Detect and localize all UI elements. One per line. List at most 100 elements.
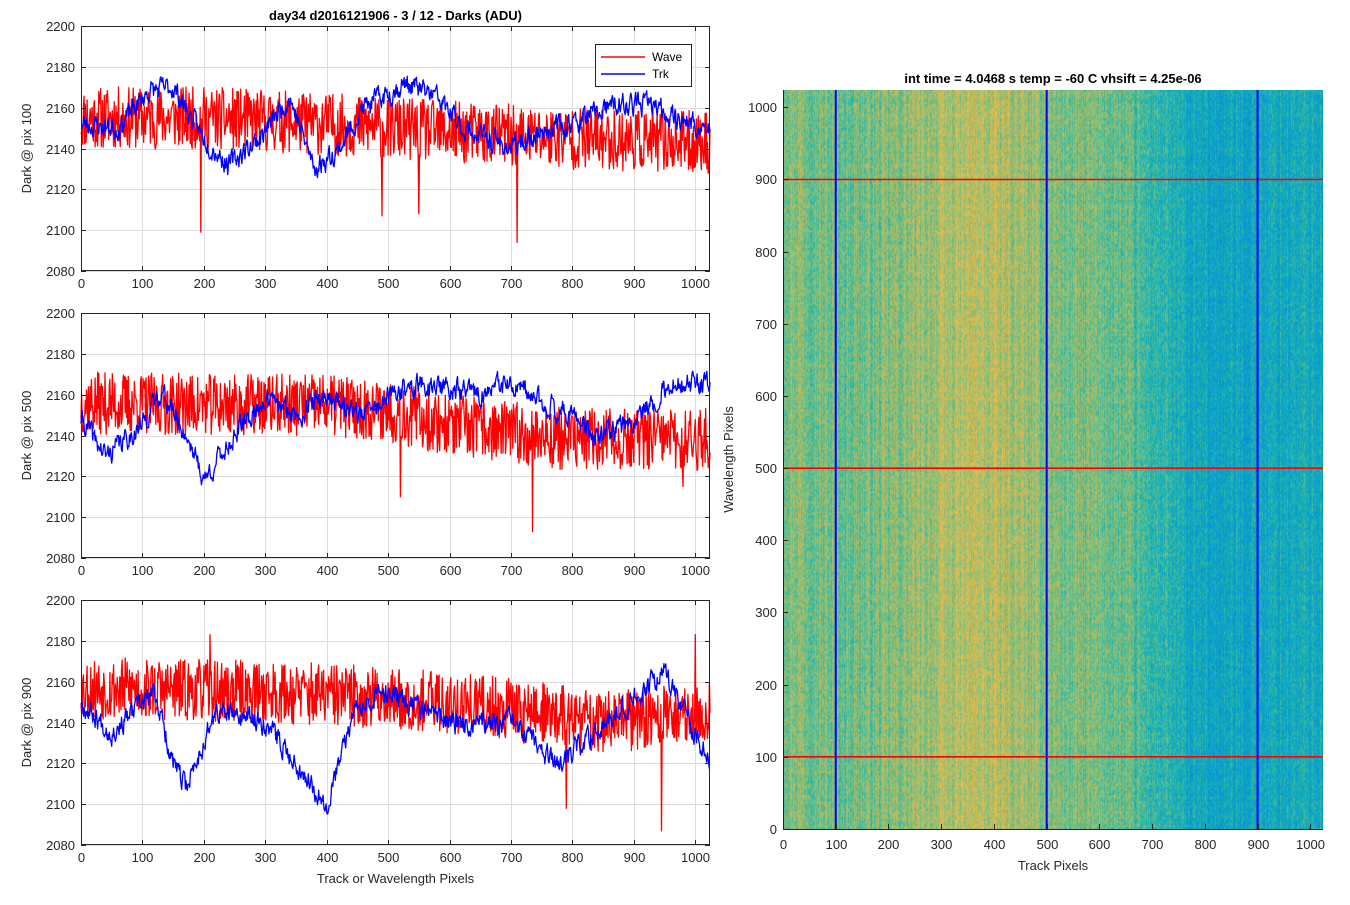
- x-tick-label: 1000: [681, 276, 710, 291]
- y-tick-label: 2160: [46, 101, 75, 116]
- y-tick-label: 2200: [46, 19, 75, 34]
- line-chart-2: 0 100 200 300 400 500 600 700 800 900 1000 2080 2100…: [19, 306, 711, 578]
- ticks: [81, 313, 710, 559]
- y-tick-label: 1000: [748, 100, 777, 115]
- x-tick-label: 700: [1142, 837, 1164, 852]
- x-tick-label: 700: [501, 850, 523, 865]
- y-tick-label: 400: [755, 533, 777, 548]
- x-tick-label: 400: [317, 276, 339, 291]
- ticks: [81, 26, 710, 272]
- y-tick-label: 2100: [46, 223, 75, 238]
- y-tick-label: 2100: [46, 797, 75, 812]
- x-tick-label: 100: [132, 276, 154, 291]
- x-tick-label: 0: [78, 850, 85, 865]
- x-tick-label: 600: [440, 563, 462, 578]
- x-tick-label: 700: [501, 276, 523, 291]
- chart-title: day34 d2016121906 - 3 / 12 - Darks (ADU): [269, 8, 522, 23]
- y-tick-label: 2080: [46, 838, 75, 853]
- y-axis-label: Dark @ pix 900: [19, 678, 34, 768]
- y-tick-label: 2080: [46, 551, 75, 566]
- y-tick-label: 500: [755, 461, 777, 476]
- x-axis-label: Track Pixels: [1018, 858, 1089, 873]
- series-trk-line: [80, 370, 711, 486]
- series-trk-line: [80, 75, 711, 179]
- x-tick-label: 700: [501, 563, 523, 578]
- x-tick-label: 400: [317, 563, 339, 578]
- y-tick-label: 2140: [46, 142, 75, 157]
- y-tick-label: 2180: [46, 634, 75, 649]
- y-tick-label: 2140: [46, 716, 75, 731]
- x-tick-label: 800: [562, 850, 584, 865]
- legend-box: [595, 44, 692, 87]
- y-tick-label: 2180: [46, 60, 75, 75]
- x-tick-label: 500: [1037, 837, 1059, 852]
- x-tick-label: 500: [378, 276, 400, 291]
- x-tick-label: 200: [194, 276, 216, 291]
- x-tick-label: 900: [624, 563, 646, 578]
- x-tick-label: 800: [562, 276, 584, 291]
- y-tick-label: 2120: [46, 469, 75, 484]
- x-tick-label: 200: [194, 563, 216, 578]
- x-tick-label: 1000: [1296, 837, 1325, 852]
- y-tick-label: 2180: [46, 347, 75, 362]
- x-tick-label: 0: [780, 837, 787, 852]
- y-tick-label: 2080: [46, 264, 75, 279]
- x-tick-label: 0: [78, 276, 85, 291]
- y-tick-label: 600: [755, 389, 777, 404]
- x-tick-label: 300: [255, 276, 277, 291]
- y-tick-label: 2200: [46, 593, 75, 608]
- x-tick-label: 500: [378, 563, 400, 578]
- axes-frame: [81, 600, 710, 845]
- y-tick-label: 200: [755, 678, 777, 693]
- y-tick-label: 2120: [46, 182, 75, 197]
- ticks: [81, 600, 710, 846]
- line-chart-1: 0 100 200 300 400 500 600 700 800 900 1000 2080 2100…: [19, 8, 711, 291]
- y-tick-label: 100: [755, 750, 777, 765]
- series-wave-line: [80, 371, 711, 533]
- axes-frame: [81, 313, 710, 558]
- x-tick-label: 200: [878, 837, 900, 852]
- y-tick-label: 2140: [46, 429, 75, 444]
- y-axis-label: Dark @ pix 500: [19, 391, 34, 481]
- x-tick-label: 200: [194, 850, 216, 865]
- x-axis-label: Track or Wavelength Pixels: [317, 871, 475, 886]
- heatmap-image: [783, 90, 1323, 829]
- y-tick-label: 300: [755, 605, 777, 620]
- y-tick-label: 800: [755, 245, 777, 260]
- y-tick-label: 0: [770, 822, 777, 837]
- x-tick-label: 600: [1089, 837, 1111, 852]
- x-tick-label: 800: [562, 563, 584, 578]
- x-tick-label: 400: [317, 850, 339, 865]
- x-tick-label: 300: [931, 837, 953, 852]
- x-tick-label: 900: [1248, 837, 1270, 852]
- x-tick-label: 1000: [681, 850, 710, 865]
- chart-title: int time = 4.0468 s temp = -60 C vhsift …: [904, 71, 1201, 86]
- y-axis-label: Dark @ pix 100: [19, 104, 34, 194]
- y-tick-label: 2160: [46, 388, 75, 403]
- x-tick-label: 400: [984, 837, 1006, 852]
- y-tick-label: 2160: [46, 675, 75, 690]
- y-tick-label: 2120: [46, 756, 75, 771]
- x-tick-label: 300: [255, 563, 277, 578]
- x-tick-label: 500: [378, 850, 400, 865]
- x-tick-label: 100: [132, 563, 154, 578]
- x-tick-label: 900: [624, 850, 646, 865]
- x-tick-label: 1000: [681, 563, 710, 578]
- x-tick-label: 600: [440, 850, 462, 865]
- x-tick-label: 900: [624, 276, 646, 291]
- x-tick-label: 0: [78, 563, 85, 578]
- heatmap-chart: 0 100 200 300 400 500 600 700 800 900 1000 0 100 200 3…: [721, 71, 1325, 873]
- legend: Wave Trk: [595, 44, 692, 87]
- y-axis-label: Wavelength Pixels: [721, 406, 736, 513]
- legend-label-wave: Wave: [652, 50, 683, 64]
- y-tick-label: 2100: [46, 510, 75, 525]
- x-tick-label: 300: [255, 850, 277, 865]
- x-tick-label: 600: [440, 276, 462, 291]
- legend-label-trk: Trk: [652, 67, 670, 81]
- x-tick-label: 100: [826, 837, 848, 852]
- y-tick-label: 900: [755, 172, 777, 187]
- line-chart-3: 0 100 200 300 400 500 600 700 800 900 1000 2080 2100…: [19, 593, 711, 886]
- y-tick-label: 700: [755, 317, 777, 332]
